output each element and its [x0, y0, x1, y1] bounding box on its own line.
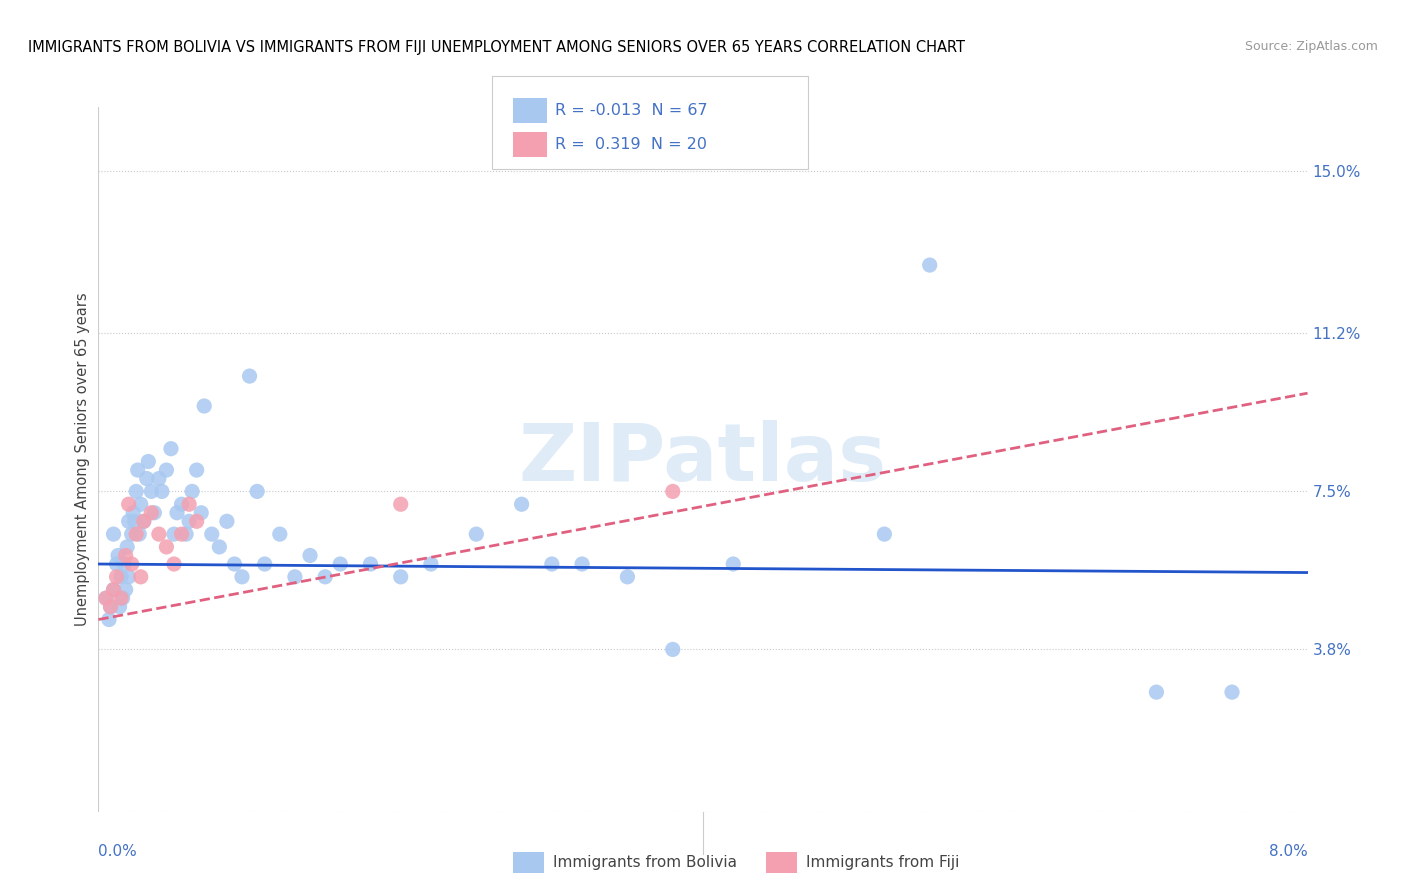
Point	[127, 463, 149, 477]
Point	[723, 557, 745, 571]
Point	[136, 454, 159, 468]
Point	[128, 527, 150, 541]
Point	[465, 527, 488, 541]
Point	[616, 570, 638, 584]
Point	[155, 540, 177, 554]
Point	[103, 582, 125, 597]
Point	[1146, 685, 1168, 699]
Point	[148, 472, 170, 486]
Point	[125, 484, 148, 499]
Point	[108, 599, 131, 614]
Point	[329, 557, 352, 571]
Point	[510, 497, 533, 511]
Point	[662, 642, 685, 657]
Point	[143, 506, 166, 520]
Text: R = -0.013  N = 67: R = -0.013 N = 67	[555, 103, 709, 119]
Point	[239, 369, 262, 384]
Point	[112, 557, 135, 571]
Point	[163, 557, 186, 571]
Point	[246, 484, 269, 499]
Point	[571, 557, 593, 571]
Point	[1220, 685, 1243, 699]
Point	[118, 570, 141, 584]
Point	[148, 527, 170, 541]
Point	[224, 557, 246, 571]
Point	[129, 497, 152, 511]
Point	[155, 463, 177, 477]
Point	[541, 557, 564, 571]
Point	[94, 591, 117, 606]
Point	[190, 506, 212, 520]
Point	[103, 527, 125, 541]
Point	[118, 514, 141, 528]
Point	[98, 613, 121, 627]
Point	[114, 582, 136, 597]
Point	[129, 570, 152, 584]
Point	[662, 484, 685, 499]
Point	[420, 557, 443, 571]
Text: R =  0.319  N = 20: R = 0.319 N = 20	[555, 137, 707, 153]
Y-axis label: Unemployment Among Seniors over 65 years: Unemployment Among Seniors over 65 years	[75, 293, 90, 626]
Point	[215, 514, 238, 528]
Point	[132, 514, 155, 528]
Point	[360, 557, 382, 571]
Point	[231, 570, 253, 584]
Point	[253, 557, 276, 571]
Point	[121, 527, 143, 541]
Point	[94, 591, 117, 606]
Point	[179, 514, 201, 528]
Point	[208, 540, 231, 554]
Point	[284, 570, 307, 584]
Point	[160, 442, 183, 456]
Point	[141, 506, 163, 520]
Point	[193, 399, 215, 413]
Point	[125, 527, 148, 541]
Point	[105, 557, 128, 571]
Point	[186, 463, 208, 477]
Point	[186, 514, 208, 528]
Point	[110, 591, 132, 606]
Point	[150, 484, 173, 499]
Point	[111, 591, 134, 606]
Point	[114, 549, 136, 563]
Point	[181, 484, 204, 499]
Point	[299, 549, 322, 563]
Point	[141, 484, 163, 499]
Point	[179, 497, 201, 511]
Point	[170, 527, 193, 541]
Point	[170, 497, 193, 511]
Text: IMMIGRANTS FROM BOLIVIA VS IMMIGRANTS FROM FIJI UNEMPLOYMENT AMONG SENIORS OVER : IMMIGRANTS FROM BOLIVIA VS IMMIGRANTS FR…	[28, 40, 965, 55]
Point	[110, 570, 132, 584]
Point	[100, 599, 122, 614]
Text: Immigrants from Bolivia: Immigrants from Bolivia	[553, 855, 737, 870]
Point	[389, 570, 412, 584]
Point	[135, 472, 157, 486]
Point	[103, 582, 125, 597]
Point	[873, 527, 896, 541]
Point	[105, 570, 128, 584]
Point	[918, 258, 941, 272]
Point	[201, 527, 224, 541]
Point	[118, 497, 141, 511]
Text: Source: ZipAtlas.com: Source: ZipAtlas.com	[1244, 40, 1378, 54]
Point	[107, 549, 129, 563]
Point	[166, 506, 188, 520]
Point	[314, 570, 336, 584]
Point	[122, 506, 145, 520]
Point	[174, 527, 197, 541]
Point	[389, 497, 412, 511]
Text: Immigrants from Fiji: Immigrants from Fiji	[806, 855, 959, 870]
Point	[115, 540, 138, 554]
Point	[132, 514, 155, 528]
Point	[163, 527, 186, 541]
Text: ZIPatlas: ZIPatlas	[519, 420, 887, 499]
Point	[124, 514, 146, 528]
Point	[269, 527, 291, 541]
Point	[100, 599, 122, 614]
Point	[121, 557, 143, 571]
Text: 0.0%: 0.0%	[98, 845, 138, 859]
Text: 8.0%: 8.0%	[1268, 845, 1308, 859]
